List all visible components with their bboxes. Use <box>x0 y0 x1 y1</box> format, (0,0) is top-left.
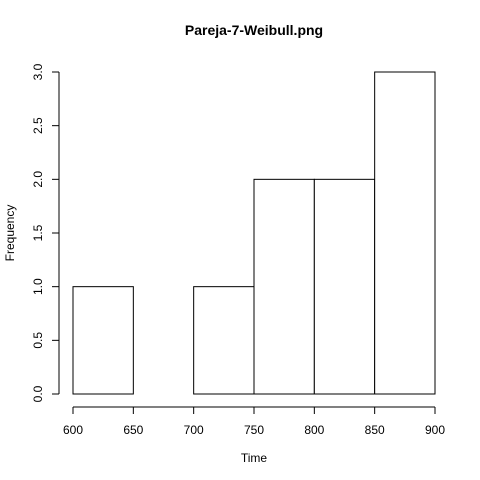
y-tick-label-0.0: 0.0 <box>31 385 45 402</box>
x-tick-label-850: 850 <box>365 423 385 437</box>
bar-700-750 <box>193 286 255 395</box>
x-tick-label-800: 800 <box>304 423 324 437</box>
x-axis: 600 650 700 750 800 850 900 <box>63 406 445 437</box>
y-tick-label-1.0: 1.0 <box>31 278 45 295</box>
x-tick-label-700: 700 <box>184 423 204 437</box>
x-tick-label-600: 600 <box>63 423 83 437</box>
y-tick-label-2.0: 2.0 <box>31 171 45 188</box>
bars-group <box>72 71 436 395</box>
bar-600-650 <box>72 286 134 395</box>
x-tick-label-650: 650 <box>123 423 143 437</box>
chart-title: Pareja-7-Weibull.png <box>185 22 323 38</box>
y-tick-label-1.5: 1.5 <box>31 224 45 241</box>
y-axis: 0.0 0.5 1.0 1.5 2.0 2.5 3.0 <box>31 63 60 402</box>
bar-850-900 <box>374 71 436 395</box>
bar-800-850 <box>313 178 376 395</box>
x-tick-label-900: 900 <box>425 423 445 437</box>
y-tick-label-2.5: 2.5 <box>31 117 45 134</box>
y-tick-label-0.5: 0.5 <box>31 332 45 349</box>
y-tick-label-3.0: 3.0 <box>31 63 45 80</box>
y-axis-label: Frequency <box>3 205 17 262</box>
x-axis-label: Time <box>241 451 268 465</box>
x-tick-label-750: 750 <box>244 423 264 437</box>
bar-750-800 <box>253 178 315 395</box>
